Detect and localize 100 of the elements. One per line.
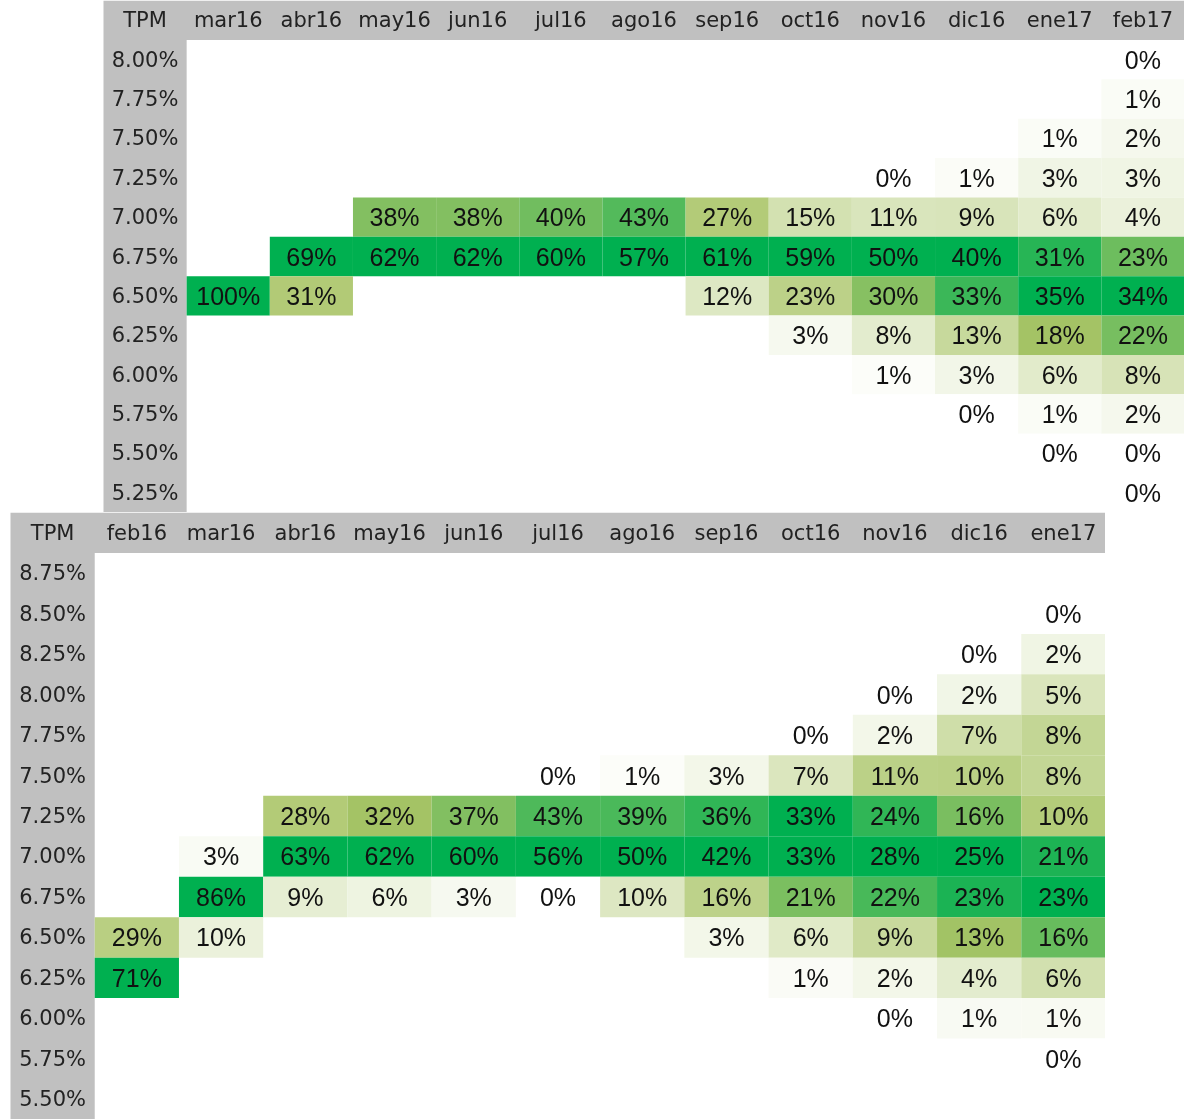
data-label: 0% bbox=[876, 680, 913, 709]
data-label: 35% bbox=[1034, 281, 1085, 310]
data-label: 62% bbox=[452, 242, 503, 271]
data-label: 2% bbox=[961, 680, 998, 709]
data-label: 27% bbox=[702, 203, 753, 232]
y-tick-label: 7.75% bbox=[111, 86, 179, 111]
data-label: 15% bbox=[785, 203, 836, 232]
data-label: 2% bbox=[876, 721, 913, 750]
x-tick-label: may16 bbox=[358, 8, 431, 33]
x-tick-label: oct16 bbox=[780, 8, 840, 33]
y-tick-label: 6.75% bbox=[111, 244, 179, 269]
data-label: 63% bbox=[280, 842, 331, 871]
y-tick-label: 7.25% bbox=[19, 804, 86, 828]
y-tick-label: 7.25% bbox=[111, 165, 179, 190]
data-label: 1% bbox=[1041, 124, 1078, 153]
y-tick-label: 8.00% bbox=[19, 682, 86, 707]
y-tick-label: 6.25% bbox=[19, 965, 86, 990]
data-label: 34% bbox=[1117, 281, 1168, 310]
data-label: 31% bbox=[286, 281, 337, 310]
data-label: 33% bbox=[785, 842, 836, 871]
x-tick-label: jul16 bbox=[531, 520, 584, 545]
data-label: 36% bbox=[701, 802, 752, 830]
x-tick-label: ago16 bbox=[611, 8, 677, 33]
data-label: 7% bbox=[792, 761, 829, 790]
data-label: 6% bbox=[1041, 360, 1078, 389]
x-tick-label: jul16 bbox=[534, 8, 587, 33]
x-tick-label: oct16 bbox=[781, 520, 841, 545]
data-label: 23% bbox=[1117, 242, 1168, 271]
data-label: 30% bbox=[868, 281, 919, 310]
data-label: 25% bbox=[954, 842, 1005, 871]
data-label: 1% bbox=[1124, 84, 1161, 113]
data-label: 6% bbox=[792, 923, 829, 952]
y-tick-label: 6.50% bbox=[19, 925, 86, 950]
y-tick-label: 5.50% bbox=[19, 1087, 86, 1112]
data-label: 62% bbox=[364, 842, 415, 871]
y-tick-label: 7.75% bbox=[19, 723, 86, 748]
data-label: 0% bbox=[1124, 439, 1161, 468]
y-axis-title: TPM bbox=[122, 8, 167, 33]
data-label: 8% bbox=[1124, 360, 1161, 389]
data-label: 50% bbox=[617, 842, 668, 871]
data-label: 3% bbox=[1124, 163, 1161, 192]
x-tick-label: sep16 bbox=[695, 8, 760, 33]
data-label: 2% bbox=[1124, 124, 1161, 153]
y-tick-label: 7.50% bbox=[111, 126, 179, 151]
y-axis-title: TPM bbox=[29, 520, 75, 545]
y-tick-label: 6.50% bbox=[111, 283, 179, 308]
data-label: 11% bbox=[870, 761, 920, 790]
data-label: 16% bbox=[1038, 923, 1089, 952]
data-label: 4% bbox=[1124, 203, 1161, 232]
data-label: 50% bbox=[868, 242, 919, 271]
data-label: 10% bbox=[954, 761, 1005, 790]
y-tick-label: 5.75% bbox=[19, 1046, 86, 1071]
data-label: 2% bbox=[1045, 640, 1082, 669]
data-label: 9% bbox=[958, 203, 995, 232]
data-label: 61% bbox=[702, 242, 753, 271]
data-label: 40% bbox=[535, 203, 586, 232]
data-label: 3% bbox=[455, 882, 492, 911]
x-tick-label: jun16 bbox=[443, 520, 504, 545]
data-label: 22% bbox=[869, 882, 920, 911]
data-label: 33% bbox=[951, 281, 1002, 310]
y-tick-label: 6.75% bbox=[19, 884, 86, 909]
y-tick-label: 6.25% bbox=[111, 323, 179, 348]
data-label: 32% bbox=[364, 802, 415, 830]
data-label: 24% bbox=[869, 802, 920, 830]
data-label: 0% bbox=[1124, 45, 1161, 74]
data-label: 13% bbox=[951, 321, 1002, 350]
y-tick-label: 8.00% bbox=[111, 47, 179, 72]
data-label: 0% bbox=[958, 400, 995, 429]
data-label: 21% bbox=[785, 882, 836, 911]
data-label: 5% bbox=[1045, 680, 1082, 709]
y-tick-label: 7.00% bbox=[111, 205, 179, 230]
data-label: 1% bbox=[875, 360, 912, 389]
data-label: 1% bbox=[624, 761, 661, 790]
x-tick-label: nov16 bbox=[862, 520, 928, 545]
data-label: 1% bbox=[958, 163, 995, 192]
y-tick-label: 7.50% bbox=[19, 763, 86, 788]
data-label: 60% bbox=[448, 842, 499, 871]
data-label: 23% bbox=[954, 882, 1005, 911]
x-tick-label: feb16 bbox=[106, 520, 168, 545]
data-label: 23% bbox=[785, 281, 836, 310]
y-tick-label: 5.50% bbox=[111, 441, 179, 466]
data-label: 37% bbox=[448, 802, 499, 830]
data-label: 56% bbox=[532, 842, 584, 871]
data-label: 3% bbox=[708, 761, 745, 790]
data-label: 6% bbox=[1041, 203, 1078, 232]
data-label: 69% bbox=[286, 242, 337, 271]
data-label: 0% bbox=[961, 640, 998, 669]
data-label: 43% bbox=[618, 203, 670, 232]
x-tick-label: dic16 bbox=[950, 520, 1008, 545]
x-tick-label: sep16 bbox=[694, 520, 759, 545]
x-tick-label: abr16 bbox=[274, 520, 337, 545]
data-label: 0% bbox=[1041, 439, 1078, 468]
data-label: 62% bbox=[369, 242, 420, 271]
x-tick-label: abr16 bbox=[280, 8, 343, 33]
data-label: 10% bbox=[1038, 802, 1089, 830]
data-label: 8% bbox=[1045, 721, 1082, 750]
data-label: 3% bbox=[792, 321, 829, 350]
data-label: 1% bbox=[792, 963, 829, 992]
data-label: 8% bbox=[1045, 761, 1082, 790]
data-label: 18% bbox=[1034, 321, 1085, 350]
